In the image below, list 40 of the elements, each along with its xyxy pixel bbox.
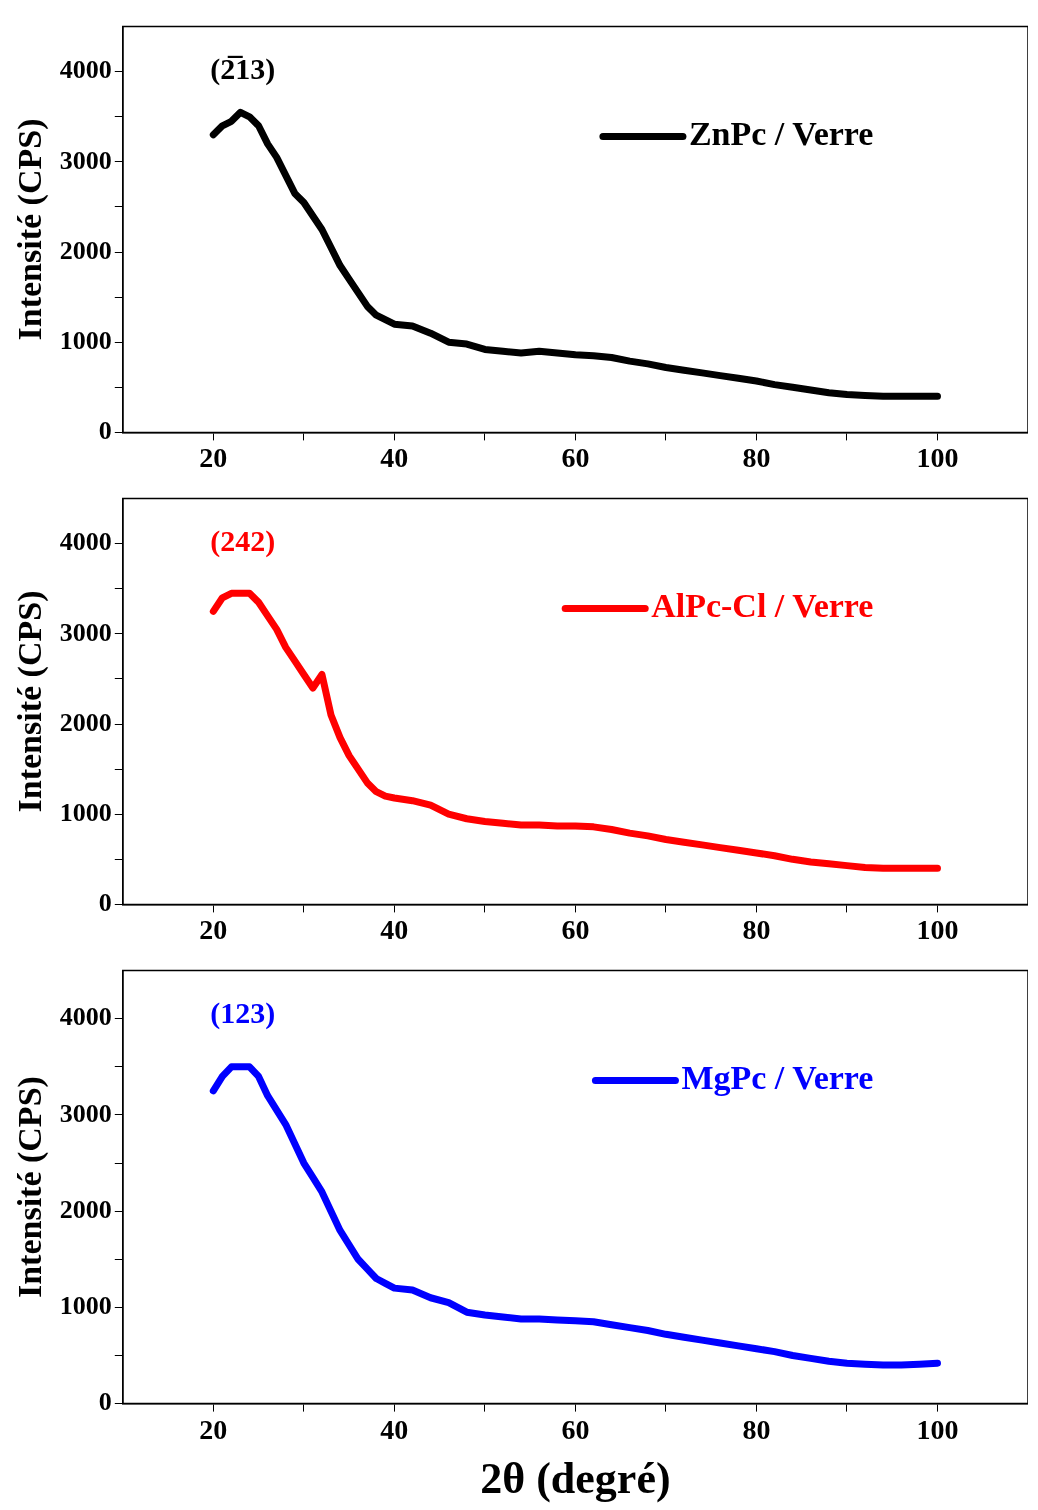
y-tick-label: 1000 (59, 797, 112, 827)
legend-label: ZnPc / Verre (688, 115, 874, 153)
y-axis-title: Intensité (CPS) (11, 1076, 50, 1299)
x-tick-label: 100 (916, 914, 959, 946)
x-tick-label: 20 (199, 914, 228, 946)
x-tick-label: 40 (380, 442, 409, 474)
y-tick-label: 3000 (59, 617, 112, 647)
x-tick-label: 60 (561, 914, 590, 946)
x-tick-label: 40 (380, 914, 409, 946)
y-axis-title: Intensité (CPS) (11, 118, 50, 341)
x-tick-label: 100 (916, 442, 959, 474)
annotation: (2̅13) (210, 52, 276, 87)
y-tick-label: 2000 (59, 235, 112, 265)
x-tick-label: 20 (199, 442, 228, 474)
y-tick-label: 0 (98, 416, 112, 446)
y-tick-label: 0 (98, 1387, 112, 1417)
y-tick-label: 2000 (59, 1194, 112, 1224)
x-tick-label: 80 (742, 442, 771, 474)
y-tick-label: 4000 (59, 527, 112, 557)
legend-label: AlPc-Cl / Verre (651, 587, 874, 625)
y-tick-label: 1000 (59, 325, 112, 355)
x-tick-label: 80 (742, 914, 771, 946)
x-tick-label: 60 (561, 442, 590, 474)
x-tick-label: 20 (199, 1413, 228, 1445)
annotation: (123) (210, 996, 276, 1031)
y-tick-label: 3000 (59, 1098, 112, 1128)
y-axis-title: Intensité (CPS) (11, 590, 50, 813)
y-tick-label: 1000 (59, 1291, 112, 1321)
x-tick-label: 40 (380, 1413, 409, 1445)
y-tick-label: 3000 (59, 145, 112, 175)
x-axis-title: 2θ (degré) (480, 1453, 671, 1503)
y-tick-label: 4000 (59, 55, 112, 85)
x-tick-label: 80 (742, 1413, 771, 1445)
y-tick-label: 2000 (59, 707, 112, 737)
annotation: (242) (210, 524, 276, 559)
x-tick-label: 100 (916, 1413, 959, 1445)
y-tick-label: 4000 (59, 1002, 112, 1032)
x-tick-label: 60 (561, 1413, 590, 1445)
y-tick-label: 0 (98, 888, 112, 918)
legend-label: MgPc / Verre (681, 1059, 874, 1097)
